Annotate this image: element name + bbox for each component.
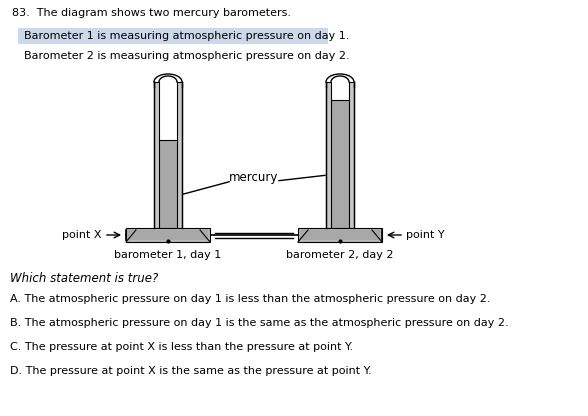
Bar bbox=[18, 28, 328, 44]
Bar bbox=[298, 228, 382, 242]
Text: Barometer 1 is measuring atmospheric pressure on day 1.: Barometer 1 is measuring atmospheric pre… bbox=[24, 31, 349, 41]
Bar bbox=[126, 228, 210, 242]
Bar bbox=[154, 82, 159, 228]
Bar bbox=[331, 100, 349, 228]
Bar bbox=[159, 82, 177, 140]
Text: B. The atmospheric pressure on day 1 is the same as the atmospheric pressure on : B. The atmospheric pressure on day 1 is … bbox=[10, 318, 509, 328]
Bar bbox=[349, 82, 354, 228]
Text: D. The pressure at point X is the same as the pressure at point Y.: D. The pressure at point X is the same a… bbox=[10, 366, 372, 376]
Bar bbox=[159, 140, 177, 228]
Text: point Y: point Y bbox=[406, 230, 445, 240]
Text: C. The pressure at point X is less than the pressure at point Y.: C. The pressure at point X is less than … bbox=[10, 342, 353, 352]
Text: 83.  The diagram shows two mercury barometers.: 83. The diagram shows two mercury barome… bbox=[12, 8, 291, 18]
Bar bbox=[331, 82, 349, 100]
Text: Which statement is true?: Which statement is true? bbox=[10, 272, 158, 285]
Text: mercury: mercury bbox=[229, 171, 279, 185]
Bar bbox=[326, 82, 331, 228]
Bar bbox=[177, 82, 182, 228]
Text: A. The atmospheric pressure on day 1 is less than the atmospheric pressure on da: A. The atmospheric pressure on day 1 is … bbox=[10, 294, 490, 304]
Text: point X: point X bbox=[62, 230, 102, 240]
Text: barometer 1, day 1: barometer 1, day 1 bbox=[115, 250, 222, 260]
Text: barometer 2, day 2: barometer 2, day 2 bbox=[286, 250, 394, 260]
Bar bbox=[128, 230, 208, 240]
Text: Barometer 2 is measuring atmospheric pressure on day 2.: Barometer 2 is measuring atmospheric pre… bbox=[24, 51, 350, 61]
Bar bbox=[300, 230, 380, 240]
